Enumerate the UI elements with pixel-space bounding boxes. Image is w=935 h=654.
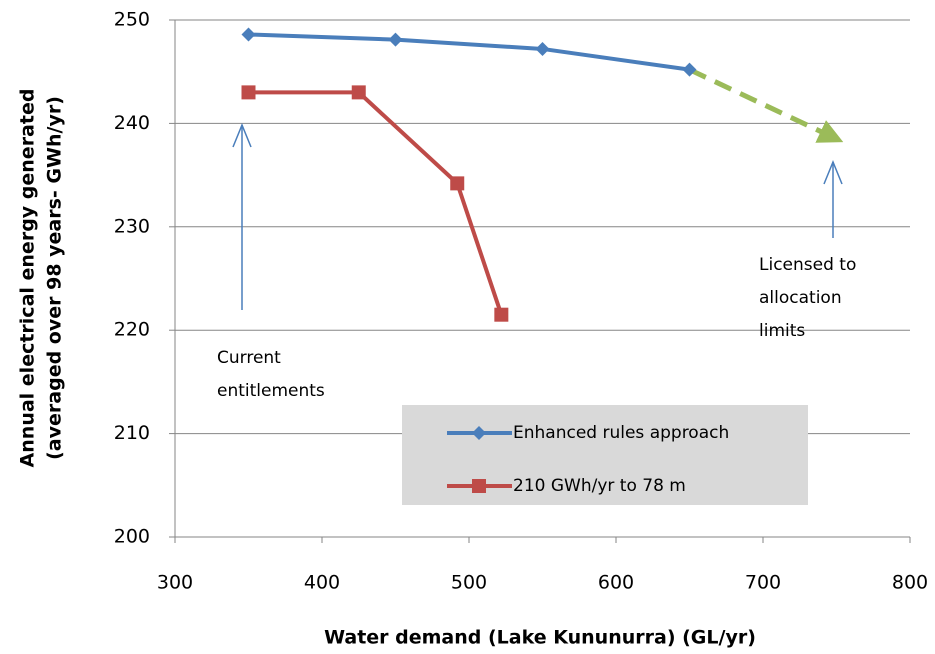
legend-box — [402, 405, 808, 505]
legend-marker — [472, 426, 486, 440]
x-axis-title: Water demand (Lake Kununurra) (GL/yr) — [324, 627, 756, 649]
y-axis-title-line: Annual electrical energy generated — [17, 89, 39, 468]
data-point — [535, 41, 550, 56]
x-tick-label: 400 — [304, 572, 340, 594]
data-point — [241, 85, 256, 100]
x-tick-label: 800 — [892, 572, 928, 594]
y-axis-title: Annual electrical energy generated (aver… — [17, 89, 66, 468]
annotation-text: limits — [759, 321, 805, 341]
annotation-arrowhead — [823, 160, 843, 185]
annotation-arrowhead — [232, 123, 252, 148]
annotation-text: allocation — [759, 288, 842, 308]
y-tick-label: 210 — [114, 422, 150, 444]
x-tick-label: 700 — [745, 572, 781, 594]
annotation-text: Current — [217, 348, 281, 368]
y-tick-label: 250 — [114, 9, 150, 31]
y-tick-label: 200 — [114, 526, 150, 548]
legend-marker — [472, 479, 486, 493]
y-tick-label: 230 — [114, 215, 150, 237]
annotation-text: entitlements — [217, 381, 325, 401]
data-point — [388, 32, 403, 47]
projection-line — [688, 67, 844, 143]
legend-label: Enhanced rules approach — [513, 423, 729, 443]
data-point — [682, 62, 697, 77]
data-point — [351, 85, 366, 100]
annotation-text: Licensed to — [759, 255, 856, 275]
series-line — [248, 90, 504, 316]
x-tick-label: 300 — [157, 572, 193, 594]
legend-label: 210 GWh/yr to 78 m — [513, 476, 686, 496]
data-point — [450, 176, 465, 191]
data-point — [494, 307, 509, 322]
data-point — [241, 27, 256, 42]
x-tick-label: 600 — [598, 572, 634, 594]
y-axis-title-line: (averaged over 98 years- GWh/yr) — [44, 96, 66, 460]
y-tick-label: 220 — [114, 319, 150, 341]
x-tick-label: 500 — [451, 572, 487, 594]
series-line — [248, 32, 690, 72]
y-tick-label: 240 — [114, 112, 150, 134]
